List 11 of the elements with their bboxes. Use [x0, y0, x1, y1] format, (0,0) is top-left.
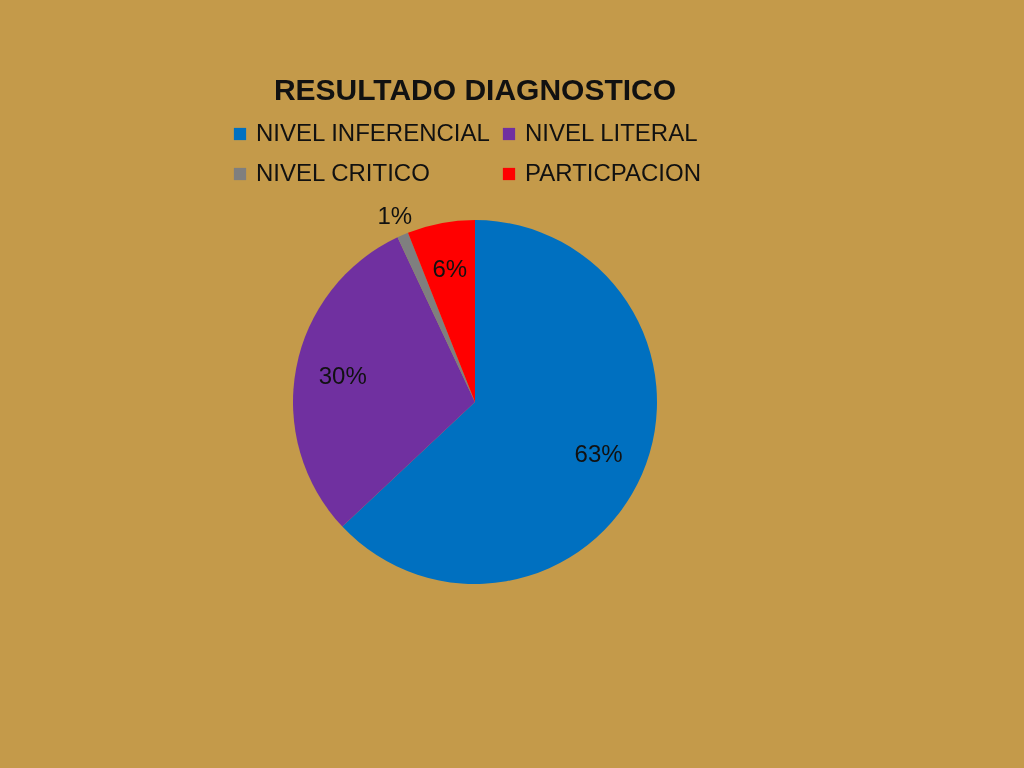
legend-label: PARTICPACION	[525, 159, 702, 186]
data-label: 1%	[377, 201, 413, 229]
pie-slice	[293, 237, 475, 527]
legend-label: NIVEL LITERAL	[525, 119, 698, 146]
data-label: 6%	[432, 254, 468, 282]
pie-slice	[397, 232, 475, 402]
chart-title: RESULTADO DIAGNOSTICO	[273, 73, 677, 106]
legend-label: NIVEL INFERENCIAL	[256, 119, 490, 146]
data-label: 30%	[318, 361, 367, 389]
data-label: 63%	[574, 440, 623, 468]
legend-label: NIVEL CRITICO	[256, 159, 430, 186]
